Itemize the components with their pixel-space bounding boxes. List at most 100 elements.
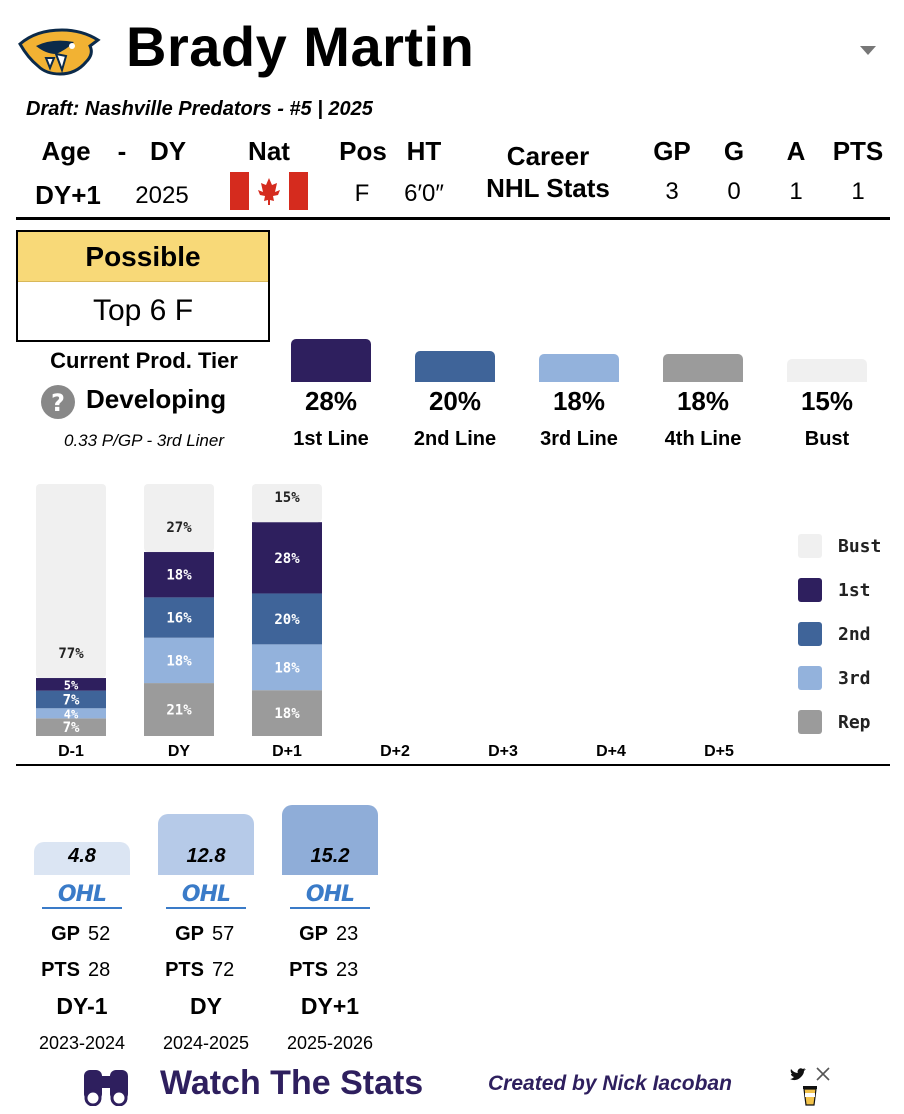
- pos-value: F: [354, 180, 370, 207]
- tier-bar: [415, 351, 495, 382]
- career-label-line1: Career: [506, 141, 590, 171]
- tier-percent: 20%: [428, 386, 482, 416]
- season-gp-label: GP: [175, 923, 204, 945]
- stack-data-label: 27%: [166, 520, 192, 536]
- season-gp-value: 52: [88, 923, 111, 945]
- season-score: 12.8: [186, 845, 226, 867]
- season-gp-value: 23: [336, 923, 359, 945]
- stack-data-label: 77%: [58, 646, 84, 662]
- season-stats: 4.8 OHL GP 52 PTS 28 DY-1 2023-2024 12.8 OHL GP 57 P…: [16, 795, 436, 1065]
- team-logo-icon: [18, 28, 101, 76]
- season-years: 2023-2024: [38, 1033, 126, 1053]
- stack-data-label: 5%: [64, 678, 79, 692]
- category-tick-label: D-1: [58, 743, 84, 760]
- dy-label: DY: [149, 136, 187, 166]
- stack-data-label: 15%: [274, 490, 300, 506]
- canada-flag-icon: [230, 172, 308, 210]
- stack-segment-bust: [252, 484, 322, 523]
- season-gp-label: GP: [51, 923, 80, 945]
- stack-data-label: 4%: [64, 707, 79, 721]
- stack-data-label: 18%: [166, 568, 192, 584]
- tier-label: 4th Line: [664, 428, 742, 450]
- career-gp-header: GP: [653, 136, 691, 166]
- stack-segment-2nd: [252, 593, 322, 645]
- tier-probabilities: 28% 1st Line 20% 2nd Line 18% 3rd Line 18% 4th …: [280, 330, 890, 460]
- tier-percent: 15%: [800, 386, 854, 416]
- tier-bar: [539, 354, 619, 382]
- category-tick-label: D+5: [704, 743, 734, 760]
- stack-segment-1st: [144, 552, 214, 598]
- legend-swatch: [798, 534, 822, 558]
- career-gp-value: 3: [665, 178, 679, 205]
- possible-box: Possible Top 6 F: [16, 230, 270, 342]
- ht-label: HT: [406, 136, 442, 166]
- player-name: Brady Martin: [126, 15, 475, 78]
- stack-data-label: 7%: [63, 720, 80, 736]
- season-score-bar: [34, 841, 130, 875]
- tier-bar: [291, 338, 371, 382]
- brand-name: Watch The Stats: [160, 1064, 424, 1102]
- chart-divider: [16, 764, 890, 766]
- stack-segment-2nd: [144, 597, 214, 638]
- pos-label: Pos: [339, 136, 387, 166]
- career-label-line2: NHL Stats: [486, 173, 610, 203]
- season-pts-label: PTS: [165, 959, 204, 981]
- stack-segment-1st: [36, 678, 106, 691]
- category-tick-label: D+4: [596, 743, 626, 760]
- legend-swatch: [798, 666, 822, 690]
- possible-value: Top 6 F: [92, 294, 194, 327]
- stack-segment-3rd: [144, 637, 214, 684]
- legend-label: Bust: [838, 536, 881, 557]
- legend-swatch: [798, 578, 822, 602]
- legend-label: Rep: [838, 712, 871, 733]
- stack-data-label: 18%: [274, 706, 300, 722]
- question-circle-icon[interactable]: ?: [40, 384, 76, 420]
- legend-label: 3rd: [838, 668, 871, 689]
- age-dash: -: [117, 136, 127, 166]
- possible-label: Possible: [18, 232, 268, 282]
- tier-percent: 18%: [552, 386, 606, 416]
- prod-tier-detail: 0.33 P/GP - 3rd Liner: [63, 431, 224, 450]
- stack-segment-3rd: [36, 708, 106, 719]
- nat-label: Nat: [248, 136, 290, 166]
- season-dy-label: DY+1: [300, 993, 360, 1019]
- stack-segment-rep: [144, 683, 214, 736]
- season-years: 2024-2025: [162, 1033, 250, 1053]
- tier-label: Bust: [804, 428, 850, 450]
- stack-segment-3rd: [252, 644, 322, 691]
- season-gp-value: 57: [212, 923, 235, 945]
- legend-label: 2nd: [838, 624, 871, 645]
- tier-bar: [663, 354, 743, 382]
- x-logo-icon[interactable]: [816, 1067, 830, 1081]
- season-score-bar: [158, 813, 254, 875]
- twitter-bird-icon[interactable]: [790, 1068, 806, 1082]
- stack-segment-bust: [144, 484, 214, 553]
- creator-credit: Created by Nick Iacoban: [488, 1072, 732, 1095]
- legend-swatch: [798, 622, 822, 646]
- stack-segment-2nd: [36, 690, 106, 709]
- stack-segment-1st: [252, 522, 322, 594]
- category-tick-label: D+2: [380, 743, 410, 760]
- ht-value: 6′0″: [404, 180, 444, 207]
- season-pts-value: 72: [212, 959, 235, 981]
- season-pts-label: PTS: [41, 959, 80, 981]
- dy-value: 2025: [135, 182, 189, 209]
- svg-text:?: ?: [51, 389, 65, 417]
- category-tick-label: DY: [168, 743, 191, 760]
- draft-year-projection-chart: 7%4%7%5%77%D-121%18%16%18%27%DY18%18%20%…: [16, 484, 890, 766]
- stack-data-label: 16%: [166, 611, 192, 627]
- stack-segment-bust: [36, 484, 106, 679]
- tier-percent: 28%: [304, 386, 358, 416]
- tier-bar: [787, 358, 867, 382]
- stack-data-label: 28%: [274, 551, 300, 567]
- stack-data-label: 18%: [166, 653, 192, 669]
- career-a-value: 1: [789, 178, 803, 205]
- stack-data-label: 21%: [166, 703, 192, 719]
- stack-data-label: 7%: [63, 692, 80, 708]
- stack-segment-rep: [252, 690, 322, 736]
- chevron-down-icon[interactable]: [860, 46, 876, 56]
- coffee-cup-icon[interactable]: [802, 1084, 818, 1106]
- season-years: 2025-2026: [286, 1033, 374, 1053]
- legend-swatch: [798, 710, 822, 734]
- stack-segment-rep: [36, 718, 106, 736]
